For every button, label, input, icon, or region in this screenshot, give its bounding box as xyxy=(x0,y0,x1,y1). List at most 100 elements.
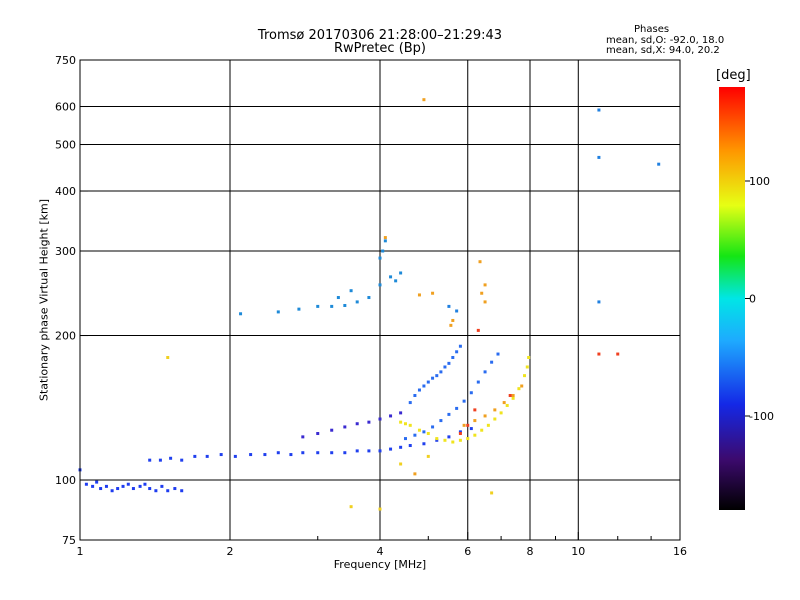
data-point xyxy=(316,304,320,308)
echo-points xyxy=(78,98,661,511)
data-point xyxy=(443,438,447,442)
y-tick-label: 300 xyxy=(55,245,76,258)
x-tick-label: 4 xyxy=(377,545,384,558)
data-point xyxy=(458,430,462,434)
data-point xyxy=(458,344,462,348)
data-point xyxy=(378,449,382,453)
data-point xyxy=(399,411,403,415)
data-point xyxy=(173,487,177,491)
data-point xyxy=(143,482,147,486)
data-point xyxy=(422,384,426,388)
data-point xyxy=(131,487,135,491)
data-point xyxy=(462,399,466,403)
data-point xyxy=(517,387,521,391)
chart-subtitle: RwPretec (Bp) xyxy=(333,41,427,56)
data-point xyxy=(527,355,531,359)
data-point xyxy=(455,350,459,354)
x-tick-label: 10 xyxy=(571,545,585,558)
data-point xyxy=(473,408,477,412)
data-point xyxy=(483,414,487,418)
data-point xyxy=(239,312,243,316)
data-point xyxy=(447,361,451,365)
data-point xyxy=(316,451,320,455)
data-point xyxy=(403,437,407,441)
data-point xyxy=(511,394,515,398)
data-point xyxy=(394,279,398,283)
data-point xyxy=(166,489,170,493)
x-tick-label: 8 xyxy=(527,545,534,558)
data-point xyxy=(435,374,439,378)
data-point xyxy=(476,328,480,332)
data-point xyxy=(597,108,601,112)
data-point xyxy=(597,352,601,356)
data-point xyxy=(408,444,412,448)
colorbar-tick-label: 100 xyxy=(749,175,770,188)
data-point xyxy=(462,423,466,427)
data-point xyxy=(483,283,487,287)
data-point xyxy=(330,304,334,308)
data-point xyxy=(417,293,421,297)
data-point xyxy=(443,365,447,369)
data-point xyxy=(399,462,403,466)
colorbar-tick-label: 0 xyxy=(749,293,756,306)
data-point xyxy=(502,401,506,405)
x-tick-label: 1 xyxy=(77,545,84,558)
data-point xyxy=(383,236,387,240)
data-point xyxy=(476,380,480,384)
data-point xyxy=(490,491,494,495)
y-tick-label: 600 xyxy=(55,101,76,114)
data-point xyxy=(451,355,455,359)
data-point xyxy=(431,425,435,429)
data-point xyxy=(193,454,197,458)
data-point xyxy=(336,296,340,300)
x-tick-label: 16 xyxy=(673,545,687,558)
data-point xyxy=(399,445,403,449)
y-tick-label: 75 xyxy=(62,534,76,547)
data-point xyxy=(276,451,280,455)
data-point xyxy=(490,360,494,364)
data-point xyxy=(458,438,462,442)
data-point xyxy=(473,419,477,423)
y-axis-label: Stationary phase Virtual Height [km] xyxy=(37,198,51,402)
data-point xyxy=(483,300,487,304)
data-point xyxy=(451,318,455,322)
data-point xyxy=(330,451,334,455)
data-point xyxy=(435,437,439,441)
data-point xyxy=(466,437,470,441)
data-point xyxy=(349,289,353,293)
data-point xyxy=(276,310,280,314)
data-point xyxy=(158,458,162,462)
data-point xyxy=(160,484,164,488)
data-point xyxy=(343,451,347,455)
data-point xyxy=(343,303,347,307)
colorbar-tick-label: -100 xyxy=(749,410,774,423)
data-point xyxy=(473,433,477,437)
data-point xyxy=(480,428,484,432)
data-point xyxy=(508,394,512,398)
data-point xyxy=(408,401,412,405)
x-tick-label: 6 xyxy=(464,545,471,558)
data-point xyxy=(455,309,459,313)
colorbar xyxy=(719,87,745,510)
data-point xyxy=(458,432,462,436)
data-point xyxy=(469,391,473,395)
data-point xyxy=(493,417,497,421)
data-point xyxy=(297,307,301,311)
data-point xyxy=(499,411,503,415)
chart-title: Tromsø 20170306 21:28:00–21:29:43 xyxy=(257,28,503,43)
data-point xyxy=(493,408,497,412)
data-point xyxy=(367,296,371,300)
data-point xyxy=(389,414,393,418)
data-point xyxy=(483,370,487,374)
data-point xyxy=(439,370,443,374)
data-point xyxy=(367,449,371,453)
data-point xyxy=(169,456,173,460)
data-point xyxy=(422,98,426,102)
data-point xyxy=(439,419,443,423)
data-point xyxy=(316,432,320,436)
data-point xyxy=(381,249,385,253)
data-point xyxy=(301,435,305,439)
y-tick-label: 500 xyxy=(55,139,76,152)
data-point xyxy=(597,300,601,304)
